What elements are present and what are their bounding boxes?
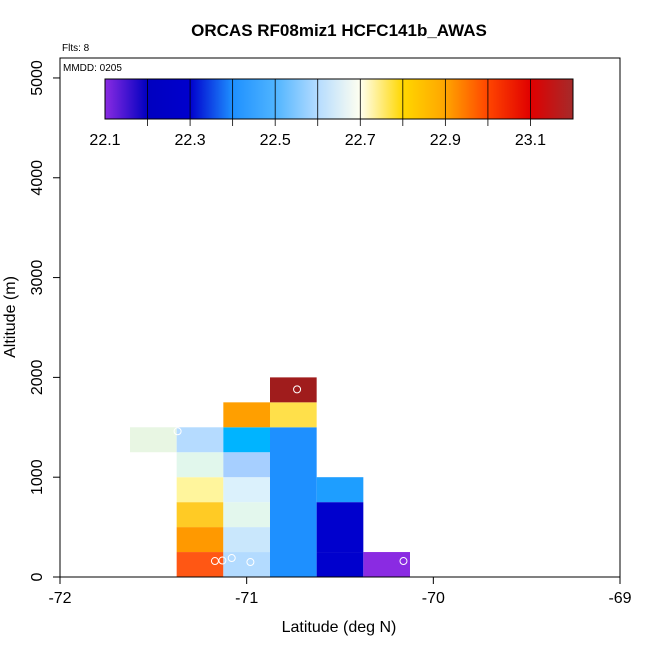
heatmap-cell [176,427,224,453]
date-label: MMDD: 0205 [63,63,122,74]
colorbar-tick-label: 22.7 [345,132,376,149]
colorbar: 22.1 22.3 22.5 22.7 22.9 23.1 [89,78,574,149]
y-tick-label: 5000 [29,60,46,96]
observation-point [173,427,182,436]
observation-points [173,385,408,567]
heatmap-cell [223,402,270,428]
observation-point [227,554,236,563]
colorbar-tick-label: 22.5 [260,132,291,149]
x-axis-label: Latitude (deg N) [282,619,397,636]
observation-point [399,557,408,566]
y-tick-label: 4000 [29,160,46,196]
y-tick-label: 3000 [29,260,46,296]
colorbar-gradient [104,78,574,120]
colorbar-tick-label: 23.1 [515,132,546,149]
chart-title: ORCAS RF08miz1 HCFC141b_AWAS [191,21,487,40]
colorbar-tick-label: 22.1 [89,132,120,149]
x-tick-label: -72 [48,590,71,607]
flights-label: Flts: 8 [62,43,90,54]
y-tick-label: 2000 [29,359,46,395]
heatmap-cell [223,452,270,478]
observation-point [218,556,227,565]
heatmap-cells [130,377,410,577]
heatmap-cell [316,502,364,553]
heatmap-cell [270,402,317,428]
x-tick-label: -69 [608,590,631,607]
observation-point [246,558,255,567]
y-axis: 0 1000 2000 3000 4000 5000 [29,60,61,581]
heatmap-cell [270,427,317,577]
heatmap-cell [176,527,224,553]
heatmap-cell [176,452,224,478]
x-tick-label: -70 [422,590,445,607]
heatmap-cell [223,477,270,503]
colorbar-tick-label: 22.3 [175,132,206,149]
heatmap-cell [223,502,270,528]
heatmap-cell [223,427,270,453]
heatmap-cell [223,527,270,553]
observation-point [330,426,339,435]
heatmap-cell [130,427,177,453]
heatmap-cell [316,552,364,577]
colorbar-tick-label: 22.9 [430,132,461,149]
y-tick-label: 0 [29,572,46,581]
x-tick-label: -71 [235,590,258,607]
y-tick-label: 1000 [29,459,46,495]
heatmap-cell [176,477,224,503]
heatmap-cell [176,502,224,528]
y-axis-label: Altitude (m) [2,276,19,358]
heatmap-cell [223,552,270,577]
observation-point [293,385,302,394]
heatmap-cell [316,477,364,503]
x-axis: -72 -71 -70 -69 [48,576,632,607]
